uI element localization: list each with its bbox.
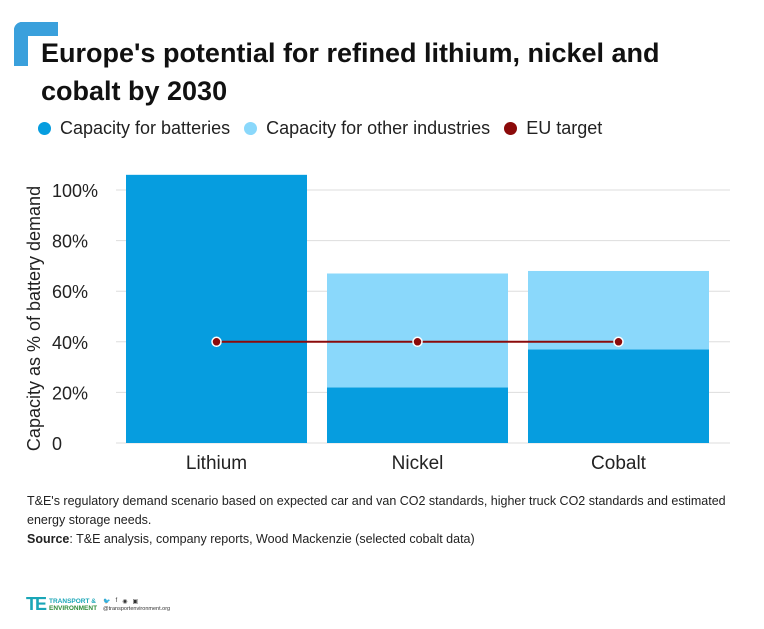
y-axis-label: Capacity as % of battery demand (24, 186, 44, 451)
scenario-note: T&E's regulatory demand scenario based o… (27, 494, 726, 527)
y-tick-label: 40% (52, 333, 88, 353)
social-links: 🐦 f ◉ ▣ @transportenvironment.org (103, 598, 170, 612)
chart-title: Europe's potential for refined lithium, … (41, 38, 660, 106)
bar-nickel-series-0 (327, 387, 508, 443)
legend-item-other-industries: Capacity for other industries (244, 118, 490, 139)
brand-accent-corner (14, 22, 58, 66)
legend-label-other-industries: Capacity for other industries (266, 118, 491, 138)
eu-target-point (211, 336, 222, 348)
legend-swatch-other-industries (244, 122, 258, 135)
x-tick-label: Lithium (186, 453, 247, 474)
logo-mark: TE (26, 594, 47, 614)
bar-lithium-series-0 (126, 174, 307, 443)
legend-label-eu-target: EU target (526, 118, 603, 138)
facebook-icon[interactable]: f (115, 597, 118, 604)
twitter-icon[interactable]: 🐦 (103, 598, 111, 605)
bar-nickel-series-1 (327, 273, 508, 388)
eu-target-point (412, 336, 423, 348)
legend-swatch-eu-target (504, 122, 518, 135)
bar-chart: 0 20% 40% 60% 80% 100% Capacity as % of batter… (24, 174, 730, 474)
eu-target-point (613, 336, 624, 348)
legend-item-batteries: Capacity for batteries (38, 118, 230, 139)
x-tick-label: Cobalt (591, 453, 647, 474)
y-tick-label: 0 (52, 434, 62, 454)
logo-line1: TRANSPORT & (49, 597, 96, 605)
instagram-icon[interactable]: ◉ (122, 598, 128, 605)
legend-item-eu-target: EU target (504, 118, 602, 139)
bar-cobalt-series-0 (528, 349, 709, 443)
y-tick-label: 100% (52, 181, 98, 201)
legend-swatch-batteries (38, 122, 51, 135)
logo-line2: ENVIRONMENT (49, 604, 98, 612)
bar-cobalt-series-1 (528, 270, 709, 350)
legend-label-batteries: Capacity for batteries (60, 118, 231, 138)
website-link[interactable]: @transportenvironment.org (103, 605, 171, 612)
social-icons: 🐦 f ◉ ▣ (103, 598, 170, 605)
y-tick-label: 20% (52, 383, 88, 403)
linkedin-icon[interactable]: ▣ (132, 598, 139, 605)
chart-legend: Capacity for batteries Capacity for othe… (38, 118, 616, 139)
y-tick-label: 80% (52, 232, 88, 252)
source-label: Source (27, 532, 70, 546)
source-note: Source: T&E analysis, company reports, W… (27, 530, 742, 549)
logo-wordmark: TRANSPORT & ENVIRONMENT (49, 598, 97, 612)
x-tick-label: Nickel (392, 453, 444, 474)
source-text: : T&E analysis, company reports, Wood Ma… (69, 532, 475, 546)
footer-logo: TE TRANSPORT & ENVIRONMENT 🐦 f ◉ ▣ @tran… (26, 594, 170, 615)
y-tick-label: 60% (52, 282, 88, 302)
chart-notes: T&E's regulatory demand scenario based o… (27, 492, 742, 549)
